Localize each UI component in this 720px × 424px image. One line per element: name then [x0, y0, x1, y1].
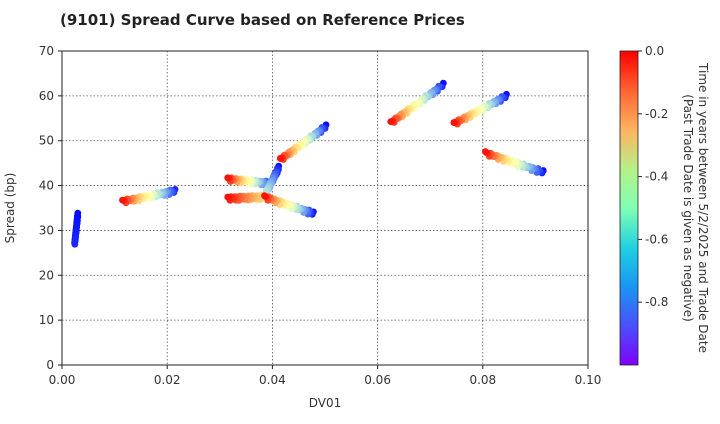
scatter-point	[482, 148, 489, 156]
y-tick-label: 50	[39, 134, 54, 148]
scatter-point	[261, 192, 268, 200]
y-axis-label: Spread (bp)	[3, 173, 17, 244]
scatter-point	[119, 196, 126, 204]
x-axis-label: DV01	[309, 396, 342, 410]
colorbar-tick-label: -0.4	[645, 170, 668, 184]
x-tick-label: 0.00	[49, 373, 76, 387]
y-tick-label: 30	[39, 223, 54, 237]
scatter-point	[224, 193, 232, 201]
y-tick-label: 10	[39, 313, 54, 327]
scatter-point	[71, 239, 79, 247]
plot-frame	[61, 50, 589, 366]
x-tick-labels: 0.00 0.02 0.04 0.06 0.08 0.10	[49, 365, 602, 387]
data-points	[71, 79, 547, 248]
colorbar-tick-label: 0.0	[645, 44, 664, 58]
colorbar-label-line1: Time in years between 5/2/2025 and Trade…	[696, 62, 710, 353]
x-tick-label: 0.06	[364, 373, 391, 387]
y-tick-label: 40	[39, 179, 54, 193]
x-tick-label: 0.04	[259, 373, 286, 387]
colorbar-label-line2: (Past Trade Date is given as negative)	[681, 94, 695, 322]
grid-lines	[62, 51, 588, 365]
colorbar-tick-label: -0.6	[645, 232, 668, 246]
scatter-point	[387, 118, 395, 126]
x-tick-label: 0.08	[469, 373, 496, 387]
colorbar-tick-label: -0.8	[645, 295, 668, 309]
colorbar-ticks: 0.0 -0.2 -0.4 -0.6 -0.8	[638, 44, 668, 309]
x-tick-label: 0.10	[575, 373, 602, 387]
y-tick-label: 20	[39, 268, 54, 282]
y-tick-label: 0	[46, 358, 54, 372]
scatter-point	[450, 119, 458, 126]
y-tick-label: 60	[39, 89, 54, 103]
y-tick-label: 70	[39, 44, 54, 58]
y-tick-labels: 0 10 20 30 40 50 60 70	[39, 44, 62, 372]
colorbar	[619, 50, 639, 366]
scatter-point	[276, 155, 284, 162]
scatter-point	[224, 174, 232, 182]
x-tick-label: 0.02	[154, 373, 181, 387]
colorbar-tick-label: -0.2	[645, 107, 668, 121]
chart-title: (9101) Spread Curve based on Reference P…	[60, 11, 465, 29]
